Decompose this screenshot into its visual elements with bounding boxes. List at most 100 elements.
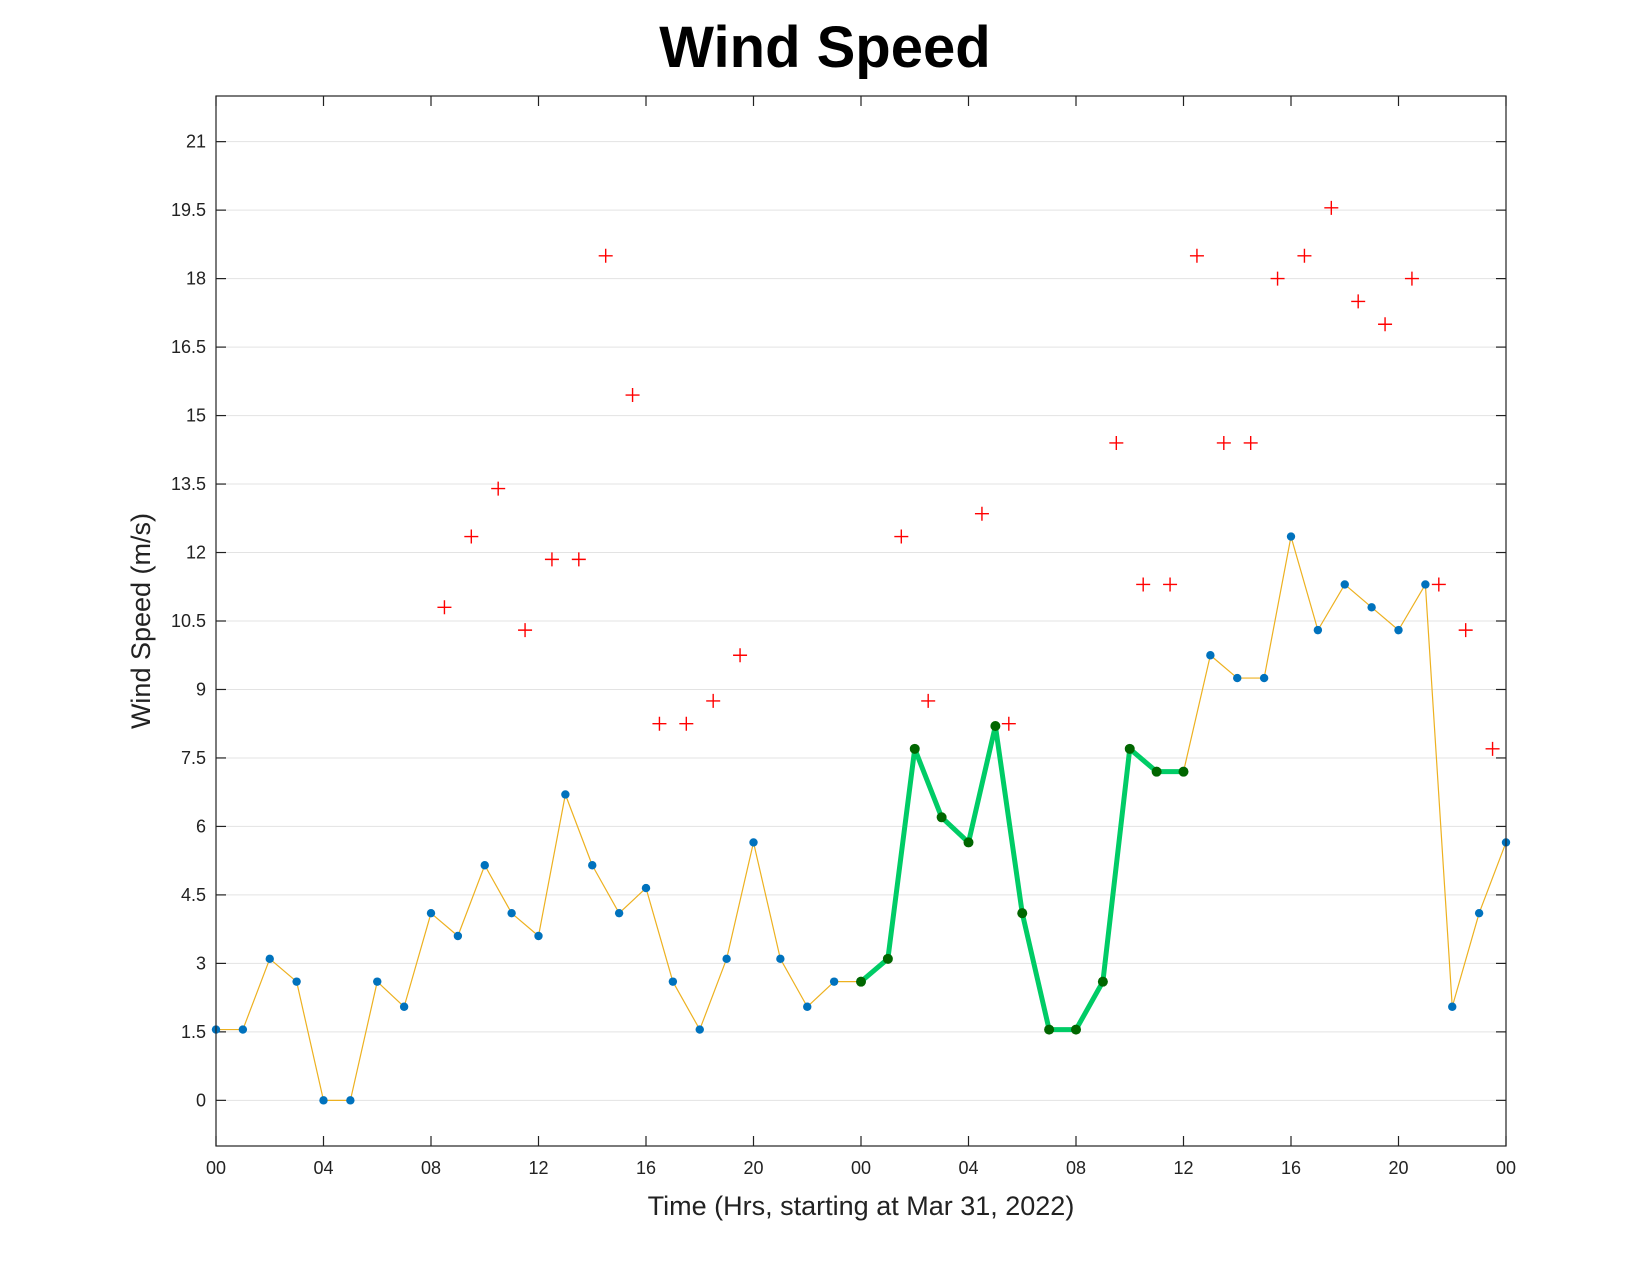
- highlight-point: [936, 812, 947, 823]
- highlight-point: [1044, 1024, 1055, 1035]
- y-tick-label: 7.5: [181, 748, 206, 768]
- data-point: [1421, 580, 1430, 589]
- grid-lines: [216, 141, 1506, 1101]
- data-point: [1286, 532, 1296, 541]
- data-point: [373, 977, 382, 986]
- plus-marker: [1297, 248, 1312, 263]
- data-point: [1233, 673, 1242, 683]
- highlight-point: [990, 721, 1001, 731]
- data-point: [346, 1096, 355, 1105]
- highlight-point: [1017, 908, 1028, 919]
- y-tick-label: 13.5: [171, 474, 206, 494]
- plus-marker: [921, 693, 936, 708]
- data-point: [238, 1025, 248, 1034]
- plus-marker: [1431, 577, 1446, 592]
- data-point: [1313, 625, 1323, 635]
- y-tick-label: 3: [196, 953, 206, 973]
- series-1: [856, 721, 1189, 1035]
- plus-marker: [894, 529, 909, 544]
- x-tick-label: 08: [421, 1158, 441, 1178]
- plus-marker: [1163, 577, 1178, 592]
- data-point: [1340, 580, 1349, 589]
- x-axis-label: Time (Hrs, starting at Mar 31, 2022): [648, 1191, 1075, 1221]
- series-group: [211, 200, 1511, 1105]
- highlight-point: [1071, 1024, 1081, 1035]
- plus-marker: [1351, 294, 1366, 309]
- plus-marker: [598, 248, 613, 263]
- plus-marker: [1189, 248, 1204, 263]
- x-tick-label: 04: [313, 1158, 333, 1178]
- plus-marker: [625, 388, 640, 403]
- data-point: [292, 977, 301, 986]
- y-tick-label: 21: [186, 132, 206, 152]
- plot-frame: [215, 95, 1507, 1147]
- y-axis-label: Wind Speed (m/s): [126, 513, 156, 729]
- y-tick-label: 12: [186, 543, 206, 563]
- plus-marker: [491, 481, 506, 496]
- x-tick-label: 00: [206, 1158, 226, 1178]
- data-point: [426, 908, 436, 918]
- data-point: [319, 1096, 328, 1105]
- plus-marker: [464, 529, 479, 544]
- y-tick-label: 4.5: [181, 885, 206, 905]
- highlight-point: [856, 976, 866, 987]
- y-tick-label: 9: [196, 679, 206, 699]
- plus-marker: [544, 552, 559, 567]
- y-tick-label: 1.5: [181, 1022, 206, 1042]
- y-tick-label: 19.5: [171, 200, 206, 220]
- series-2: [437, 200, 1500, 756]
- x-tick-label: 16: [636, 1158, 656, 1178]
- plus-marker: [679, 716, 694, 731]
- plus-marker: [1216, 435, 1231, 450]
- highlight-line: [859, 723, 1184, 1033]
- plus-marker: [1458, 623, 1473, 638]
- data-point: [1367, 603, 1376, 612]
- data-point: [561, 790, 570, 799]
- data-point: [534, 931, 543, 941]
- plus-marker: [571, 552, 586, 567]
- y-tick-label: 0: [196, 1090, 206, 1110]
- data-point: [1259, 673, 1269, 683]
- data-point: [1474, 908, 1484, 918]
- data-point: [399, 1002, 409, 1011]
- y-tick-label: 15: [186, 406, 206, 426]
- x-tick-label: 00: [1496, 1158, 1516, 1178]
- y-tick-label: 6: [196, 816, 206, 836]
- plus-marker: [733, 648, 748, 663]
- data-point: [480, 861, 489, 870]
- data-point: [776, 954, 785, 964]
- highlight-point: [1151, 766, 1162, 777]
- y-tick-label: 16.5: [171, 337, 206, 357]
- highlight-point: [882, 953, 893, 964]
- data-point: [1394, 625, 1403, 635]
- data-point: [668, 977, 678, 986]
- plus-marker: [1136, 577, 1151, 592]
- plus-marker: [1109, 435, 1124, 450]
- plus-marker: [1378, 317, 1393, 332]
- highlight-point: [963, 837, 974, 848]
- data-point: [641, 883, 651, 893]
- data-point: [614, 908, 624, 918]
- tick-labels: 0 1.5 3 4.5 6 7.5 9 10.5 12 13.5 15 16.5 18 19.5 21 00 0…: [171, 132, 1516, 1178]
- plus-marker: [974, 506, 989, 521]
- highlight-point: [909, 743, 920, 754]
- data-point: [265, 954, 274, 964]
- y-tick-label: 18: [186, 269, 206, 289]
- plus-marker: [437, 600, 452, 615]
- x-tick-label: 20: [743, 1158, 763, 1178]
- data-point: [588, 861, 597, 870]
- data-point: [749, 838, 758, 847]
- x-tick-label: 20: [1388, 1158, 1408, 1178]
- highlight-point: [1097, 976, 1108, 987]
- x-tick-label: 12: [1173, 1158, 1193, 1178]
- data-point: [803, 1002, 812, 1011]
- x-tick-label: 16: [1281, 1158, 1301, 1178]
- x-tick-label: 00: [851, 1158, 871, 1178]
- axis-ticks: [215, 96, 1507, 1146]
- x-tick-label: 12: [528, 1158, 548, 1178]
- plus-marker: [652, 716, 667, 731]
- x-tick-label: 08: [1066, 1158, 1086, 1178]
- series-0: [211, 532, 1511, 1105]
- plus-marker: [1485, 741, 1500, 756]
